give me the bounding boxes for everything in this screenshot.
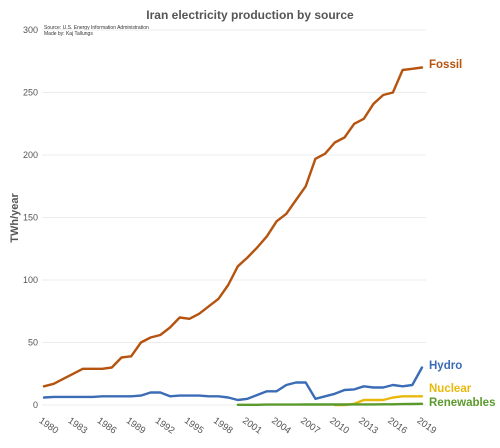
- y-tick-labels: 0 50 100 150 200 250 300: [23, 25, 38, 410]
- x-tick-label: 1998: [211, 415, 235, 436]
- x-tick-label: 1986: [95, 415, 119, 436]
- chart-author: Made by: Kaj Tallungs: [44, 31, 93, 37]
- x-tick-label: 2001: [240, 415, 264, 436]
- series-label-renewables: Renewables: [429, 397, 495, 409]
- chart-source: Source: U.S. Energy Information Administ…: [44, 25, 149, 31]
- x-tick-label: 2010: [327, 415, 351, 436]
- x-tick-label: 2016: [386, 415, 410, 436]
- y-tick-label: 200: [23, 150, 38, 160]
- x-tick-label: 2019: [415, 415, 439, 436]
- series-lines: [42, 66, 424, 407]
- gridlines: [42, 29, 426, 406]
- y-tick-label: 100: [23, 275, 38, 285]
- series-line-fossil: [42, 66, 424, 388]
- series-label-nuclear: Nuclear: [429, 383, 472, 395]
- x-tick-label: 1983: [66, 415, 90, 436]
- series-label-fossil: Fossil: [429, 59, 462, 71]
- y-axis-label: TWh/year: [9, 193, 21, 243]
- y-tick-label: 150: [23, 213, 38, 223]
- y-tick-label: 50: [28, 338, 38, 348]
- y-tick-label: 300: [23, 25, 38, 35]
- x-tick-label: 1989: [124, 415, 148, 436]
- x-tick-label: 2007: [298, 415, 322, 436]
- x-tick-label: 1992: [153, 415, 177, 436]
- y-tick-label: 250: [23, 88, 38, 98]
- x-tick-label: 1995: [182, 415, 206, 436]
- x-tick-label: 2013: [356, 415, 380, 436]
- y-tick-label: 0: [33, 400, 38, 410]
- series-line-renewables: [236, 402, 424, 406]
- x-tick-label: 2004: [269, 415, 293, 436]
- x-tick-label: 1980: [37, 415, 61, 436]
- series-line-hydro: [42, 366, 424, 402]
- chart-title: Iran electricity production by source: [146, 8, 354, 22]
- x-tick-labels: 1980 1983 1986 1989 1992 1995 1998 2001 2004 2007…: [37, 415, 439, 436]
- series-label-hydro: Hydro: [429, 360, 462, 372]
- series-labels: Fossil Hydro Nuclear Renewables: [429, 59, 495, 409]
